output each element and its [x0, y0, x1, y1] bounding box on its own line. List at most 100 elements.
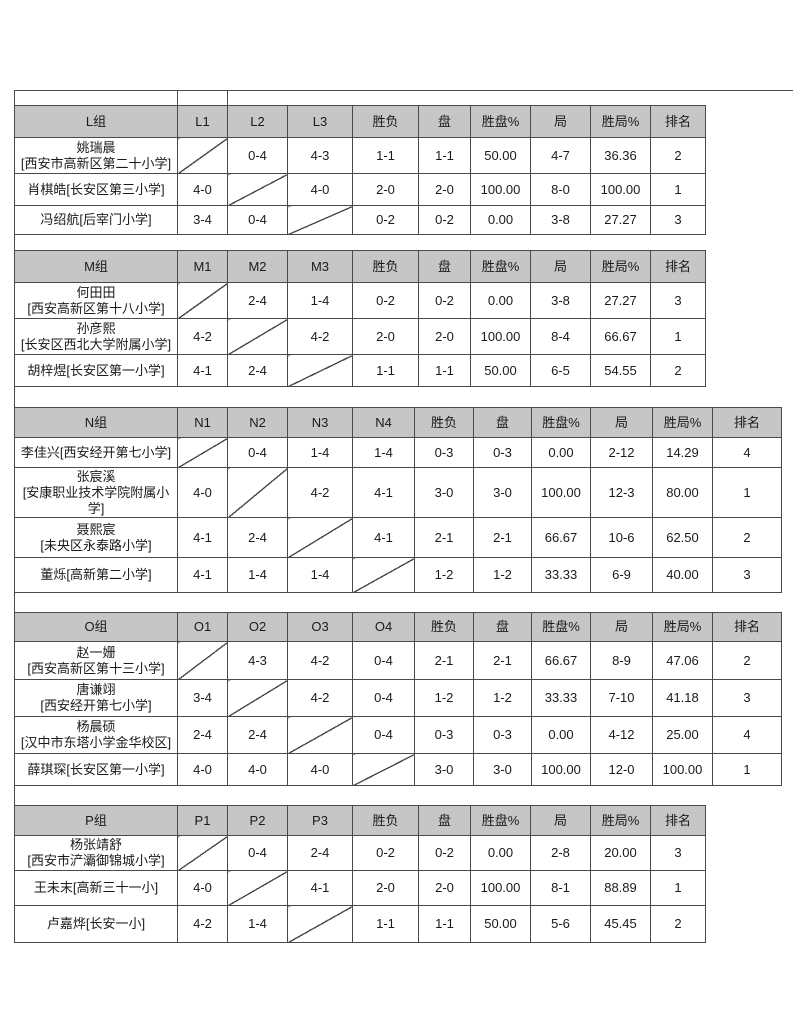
match-result-cell: 2-4 — [227, 517, 288, 558]
match-result-cell: 4-0 — [177, 753, 228, 786]
self-match-cell — [227, 318, 288, 355]
column-header: 胜负 — [352, 805, 419, 836]
match-result-cell: 4-1 — [352, 517, 415, 558]
match-result-cell: 4-3 — [287, 137, 353, 174]
stat-cell: 0-3 — [414, 716, 474, 754]
stat-cell: 2-8 — [530, 835, 591, 871]
self-match-cell — [227, 679, 288, 717]
column-header: 局 — [530, 250, 591, 283]
player-name-cell: 姚瑞晨 [西安市高新区第二十小学] — [14, 137, 178, 174]
stat-cell: 2-0 — [352, 173, 419, 206]
column-header: N3 — [287, 407, 353, 438]
group-table-L组: L组 L1 L2 L3 胜负盘胜盘% 局胜局% 排名 姚瑞晨 [西安市高新区第二十小学] 0-4 4… — [14, 105, 706, 235]
self-match-cell — [352, 557, 415, 593]
rank-cell: 2 — [650, 137, 706, 174]
match-result-cell: 2-4 — [177, 716, 228, 754]
stat-cell: 2-0 — [352, 318, 419, 355]
stat-cell: 100.00 — [470, 173, 531, 206]
rank-cell: 1 — [650, 318, 706, 355]
stat-cell: 27.27 — [590, 205, 651, 235]
column-header: O2 — [227, 612, 288, 642]
self-match-cell — [177, 137, 228, 174]
player-row: 张宸溪 [安康职业技术学院附属小学] 4-0 4-2 4-1 3-0 3-0 100.00 12… — [14, 467, 782, 518]
player-row: 何田田 [西安高新区第十八小学] 2-4 1-4 0-2 0-2 0.00 3-8 27.27 3 — [14, 282, 706, 319]
self-match-cell — [227, 870, 288, 906]
player-name-cell: 冯绍航[后宰门小学] — [14, 205, 178, 235]
stat-cell: 20.00 — [590, 835, 651, 871]
stat-cell: 6-9 — [590, 557, 653, 593]
match-result-cell: 4-0 — [227, 753, 288, 786]
stat-cell: 1-1 — [352, 137, 419, 174]
column-header: 胜局% — [590, 250, 651, 283]
player-row: 杨张靖舒 [西安市浐灞御锦城小学] 0-4 2-4 0-2 0-2 0.00 2-8 20.00… — [14, 835, 706, 871]
self-match-cell — [177, 641, 228, 680]
player-row: 董烁[高新第二小学] 4-1 1-4 1-4 1-2 1-2 33.33 6-9 40.00 3 — [14, 557, 782, 593]
stat-cell: 2-0 — [352, 870, 419, 906]
column-header: 局 — [530, 805, 591, 836]
player-row: 肖棋皓[长安区第三小学] 4-0 4-0 2-0 2-0 100.00 8-0 100.00 1 — [14, 173, 706, 206]
stat-cell: 3-0 — [473, 753, 532, 786]
group-table-O组: O组 O1 O2 O3 O4 胜负盘胜盘% 局胜局% 排名 赵一姗 [西安高新区第十三小学] 4-3… — [14, 612, 782, 786]
column-header: N1 — [177, 407, 228, 438]
stat-cell: 6-5 — [530, 354, 591, 387]
column-header: 排名 — [650, 105, 706, 138]
stat-cell: 1-1 — [418, 137, 471, 174]
top-gridline — [14, 90, 793, 91]
player-school: [未央区永泰路小学] — [40, 537, 152, 553]
stat-cell: 2-1 — [473, 517, 532, 558]
rank-cell: 3 — [650, 835, 706, 871]
match-result-cell: 4-0 — [177, 870, 228, 906]
stat-cell: 14.29 — [652, 437, 713, 468]
stat-cell: 41.18 — [652, 679, 713, 717]
player-row: 唐谦翊 [西安经开第七小学] 3-4 4-2 0-4 1-2 1-2 33.33 7-10 41.… — [14, 679, 782, 717]
stat-cell: 2-12 — [590, 437, 653, 468]
self-match-cell — [227, 467, 288, 518]
group-table-M组: M组 M1 M2 M3 胜负盘胜盘% 局胜局% 排名 何田田 [西安高新区第十八小学] 2-4 1-… — [14, 250, 706, 387]
self-match-cell — [287, 354, 353, 387]
stat-cell: 3-8 — [530, 282, 591, 319]
column-header: O4 — [352, 612, 415, 642]
stat-cell: 1-1 — [418, 354, 471, 387]
match-result-cell: 2-4 — [227, 282, 288, 319]
match-result-cell: 0-4 — [227, 137, 288, 174]
player-row: 杨晨硕 [汉中市东塔小学金华校区] 2-4 2-4 0-4 0-3 0-3 0.00 4-12 2… — [14, 716, 782, 754]
stat-cell: 4-7 — [530, 137, 591, 174]
group-header: N组 — [14, 407, 178, 438]
column-header: L1 — [177, 105, 228, 138]
stat-cell: 0-3 — [414, 437, 474, 468]
stat-cell: 0.00 — [470, 205, 531, 235]
column-header: P1 — [177, 805, 228, 836]
rank-cell: 3 — [650, 205, 706, 235]
column-header: 胜盘% — [470, 805, 531, 836]
match-result-cell: 4-1 — [177, 517, 228, 558]
column-header: M3 — [287, 250, 353, 283]
match-result-cell: 4-0 — [177, 173, 228, 206]
header-row: L组 L1 L2 L3 胜负盘胜盘% 局胜局% 排名 — [14, 105, 706, 138]
group-header: L组 — [14, 105, 178, 138]
match-result-cell: 4-0 — [287, 173, 353, 206]
stat-cell: 27.27 — [590, 282, 651, 319]
column-header: 胜负 — [352, 105, 419, 138]
column-header: 盘 — [473, 407, 532, 438]
stat-cell: 100.00 — [531, 753, 591, 786]
stat-cell: 0-3 — [473, 437, 532, 468]
column-header: O1 — [177, 612, 228, 642]
self-match-cell — [287, 517, 353, 558]
stat-cell: 2-0 — [418, 318, 471, 355]
player-name-cell: 张宸溪 [安康职业技术学院附属小学] — [14, 467, 178, 518]
match-result-cell: 4-2 — [287, 641, 353, 680]
self-match-cell — [352, 753, 415, 786]
header-row: M组 M1 M2 M3 胜负盘胜盘% 局胜局% 排名 — [14, 250, 706, 283]
group-table-N组: N组 N1 N2 N3 N4 胜负盘胜盘% 局胜局% 排名 李佳兴[西安经开第七小学] 0-4 1-… — [14, 407, 782, 593]
stat-cell: 12-0 — [590, 753, 653, 786]
stat-cell: 40.00 — [652, 557, 713, 593]
self-match-cell — [227, 173, 288, 206]
header-row: O组 O1 O2 O3 O4 胜负盘胜盘% 局胜局% 排名 — [14, 612, 782, 642]
stat-cell: 54.55 — [590, 354, 651, 387]
stat-cell: 10-6 — [590, 517, 653, 558]
rank-cell: 1 — [712, 467, 782, 518]
match-result-cell: 3-4 — [177, 205, 228, 235]
column-header: 胜局% — [652, 612, 713, 642]
stat-cell: 47.06 — [652, 641, 713, 680]
player-school: [西安经开第七小学] — [40, 698, 152, 713]
